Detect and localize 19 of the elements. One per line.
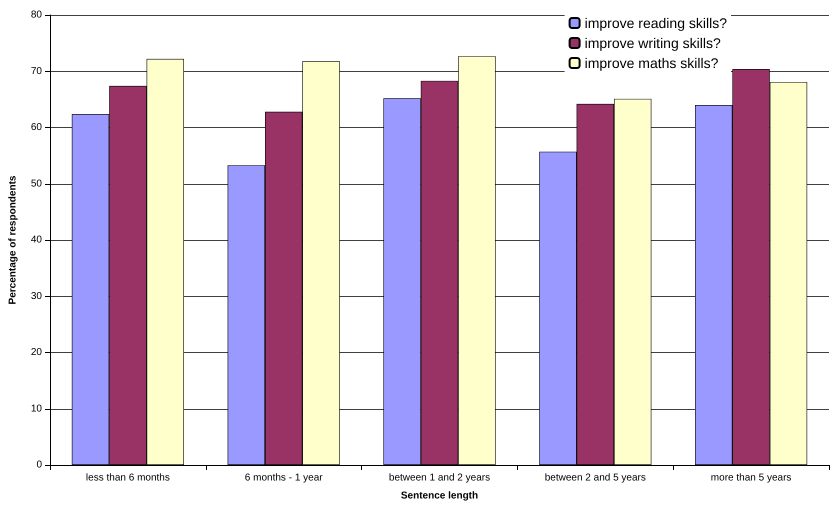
y-tick-label: 40 [30, 234, 42, 246]
legend-label: improve reading skills? [584, 15, 728, 31]
y-tick-label: 10 [30, 403, 42, 414]
y-tick-label: 50 [30, 178, 42, 190]
legend-label: improve maths skills? [584, 55, 719, 71]
y-tick-label: 30 [30, 290, 42, 302]
x-axis-title: Sentence length [400, 490, 478, 502]
x-tick-label: less than 6 months [86, 472, 170, 484]
x-tick-label: 6 months - 1 year [244, 472, 324, 484]
y-tick-label: 70 [30, 66, 42, 77]
y-tick-label: 60 [30, 122, 42, 133]
y-axis-title: Percentage of respondents [8, 175, 18, 304]
x-tick-label: more than 5 years [710, 472, 792, 484]
x-tick-label: between 2 and 5 years [544, 472, 646, 484]
y-tick-label: 0 [36, 460, 42, 470]
x-tick-label: between 1 and 2 years [388, 472, 490, 484]
y-tick-label: 20 [30, 347, 42, 358]
y-tick-label: 80 [30, 10, 42, 20]
legend-label: improve writing skills? [584, 35, 721, 51]
